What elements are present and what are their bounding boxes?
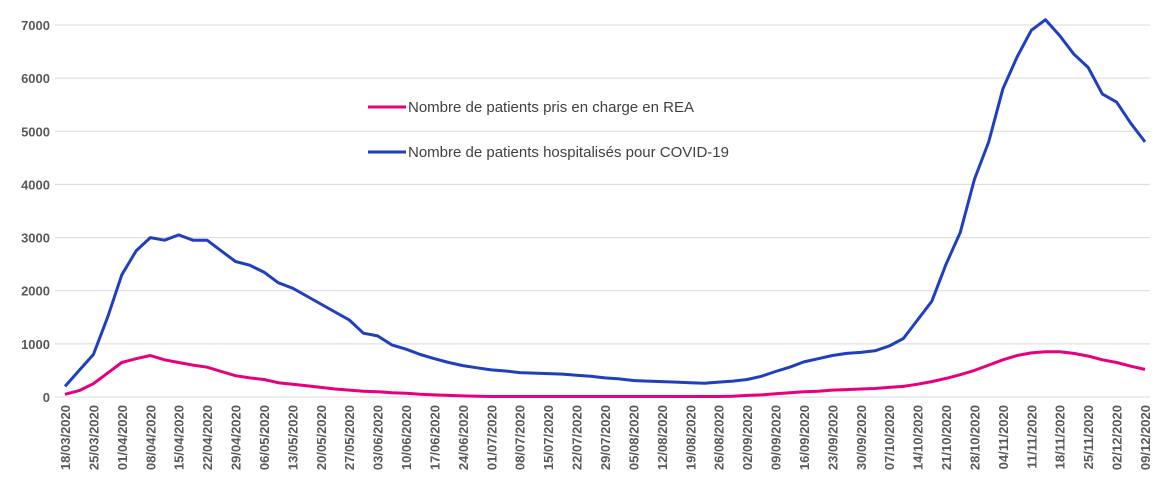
x-tick-label: 26/08/2020	[712, 405, 727, 470]
x-tick-label: 05/08/2020	[626, 405, 641, 470]
x-tick-label: 08/04/2020	[143, 405, 158, 470]
y-tick-label: 0	[43, 390, 50, 405]
x-tick-label: 17/06/2020	[427, 405, 442, 470]
x-tick-label: 27/05/2020	[342, 405, 357, 470]
x-tick-label: 22/04/2020	[200, 405, 215, 470]
x-tick-label: 25/03/2020	[86, 405, 101, 470]
x-tick-label: 29/04/2020	[229, 405, 244, 470]
x-tick-label: 23/09/2020	[825, 405, 840, 470]
series-line	[63, 18, 1147, 388]
legend-label: Nombre de patients pris en charge en REA	[408, 99, 694, 116]
x-tick-label: 08/07/2020	[513, 405, 528, 470]
x-tick-label: 04/11/2020	[996, 405, 1011, 469]
x-tick-label: 11/11/2020	[1024, 405, 1039, 469]
x-tick-label: 07/10/2020	[882, 405, 897, 470]
x-tick-label: 06/05/2020	[257, 405, 272, 470]
x-tick-label: 15/04/2020	[172, 405, 187, 470]
x-tick-label: 22/07/2020	[570, 405, 585, 470]
x-tick-label: 18/11/2020	[1053, 405, 1068, 469]
x-tick-label: 19/08/2020	[683, 405, 698, 470]
x-tick-label: 02/09/2020	[740, 405, 755, 470]
x-tick-label: 01/07/2020	[484, 405, 499, 470]
x-tick-label: 16/09/2020	[797, 405, 812, 470]
y-tick-label: 1000	[21, 337, 50, 352]
x-tick-label: 24/06/2020	[456, 405, 471, 470]
x-tick-label: 10/06/2020	[399, 405, 414, 470]
x-tick-label: 01/04/2020	[115, 405, 130, 470]
y-tick-label: 4000	[21, 177, 50, 192]
x-tick-label: 21/10/2020	[939, 405, 954, 470]
y-tick-label: 5000	[21, 124, 50, 139]
x-tick-label: 09/12/2020	[1138, 405, 1153, 470]
x-tick-label: 20/05/2020	[314, 405, 329, 470]
series-line	[64, 350, 1146, 398]
x-tick-label: 12/08/2020	[655, 405, 670, 470]
x-tick-label: 29/07/2020	[598, 405, 613, 470]
x-tick-label: 13/05/2020	[285, 405, 300, 470]
y-tick-label: 3000	[21, 231, 50, 246]
x-tick-label: 09/09/2020	[769, 405, 784, 470]
x-tick-label: 15/07/2020	[541, 405, 556, 470]
x-tick-label: 30/09/2020	[854, 405, 869, 470]
x-tick-label: 18/03/2020	[58, 405, 73, 470]
y-tick-label: 2000	[21, 284, 50, 299]
y-tick-label: 7000	[21, 18, 50, 33]
y-tick-label: 6000	[21, 71, 50, 86]
x-tick-label: 02/12/2020	[1110, 405, 1125, 470]
x-tick-label: 03/06/2020	[371, 405, 386, 470]
x-tick-label: 28/10/2020	[967, 405, 982, 470]
x-tick-label: 25/11/2020	[1081, 405, 1096, 469]
x-tick-label: 14/10/2020	[911, 405, 926, 470]
legend-label: Nombre de patients hospitalisés pour COV…	[408, 144, 729, 161]
